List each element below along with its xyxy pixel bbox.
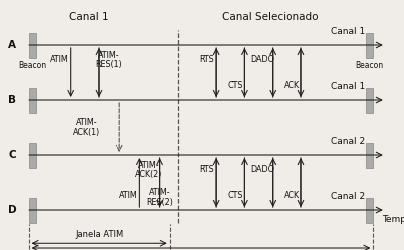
Bar <box>366 32 373 58</box>
Bar <box>29 32 36 58</box>
Text: D: D <box>8 205 17 215</box>
Text: ACK: ACK <box>284 80 300 90</box>
Text: ATIM-
RES(1): ATIM- RES(1) <box>95 51 122 69</box>
Bar <box>366 142 373 168</box>
Bar <box>29 142 36 168</box>
Text: Beacon: Beacon <box>18 61 46 70</box>
Text: Canal 2: Canal 2 <box>331 137 365 146</box>
Text: CTS: CTS <box>227 80 243 90</box>
Text: Canal 1: Canal 1 <box>331 82 366 91</box>
Text: ATIM-
ACK(2): ATIM- ACK(2) <box>135 161 162 179</box>
Text: Janela ATIM: Janela ATIM <box>75 230 123 239</box>
Text: ATIM: ATIM <box>119 190 138 200</box>
Text: ATIM-
RES(2): ATIM- RES(2) <box>146 188 173 207</box>
Text: DADO: DADO <box>250 56 275 64</box>
Text: DADO: DADO <box>250 166 275 174</box>
Text: B: B <box>8 95 16 105</box>
Bar <box>366 88 373 112</box>
Text: Canal Selecionado: Canal Selecionado <box>223 12 319 22</box>
Text: Tempo: Tempo <box>382 216 404 224</box>
Bar <box>29 198 36 222</box>
Text: CTS: CTS <box>227 190 243 200</box>
Text: Canal 1: Canal 1 <box>69 12 109 22</box>
Text: Beacon: Beacon <box>356 61 384 70</box>
Text: ATIM: ATIM <box>50 56 69 64</box>
Text: ACK: ACK <box>284 190 300 200</box>
Text: RTS: RTS <box>200 166 214 174</box>
Bar <box>29 88 36 112</box>
Text: RTS: RTS <box>200 56 214 64</box>
Text: Canal 1: Canal 1 <box>331 27 366 36</box>
Text: Canal 2: Canal 2 <box>331 192 365 201</box>
Text: C: C <box>8 150 16 160</box>
Bar <box>366 198 373 222</box>
Text: A: A <box>8 40 16 50</box>
Text: ATIM-
ACK(1): ATIM- ACK(1) <box>73 118 101 137</box>
